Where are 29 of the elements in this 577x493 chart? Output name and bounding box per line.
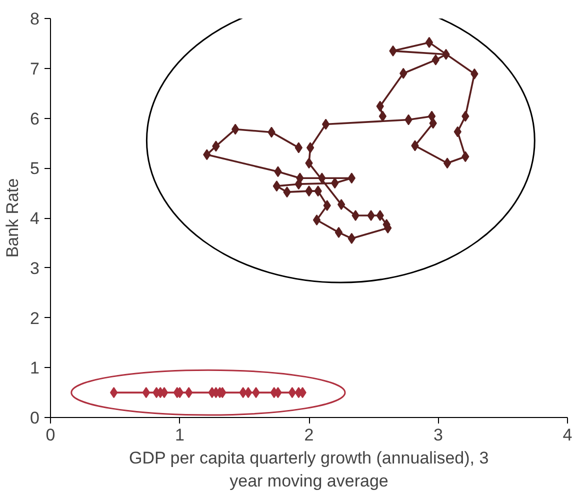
point	[425, 36, 434, 48]
x-tick-label: 2	[304, 426, 314, 444]
point	[184, 387, 193, 398]
y-tick-label: 2	[30, 308, 40, 328]
x-tick-label: 3	[434, 426, 443, 444]
point	[272, 180, 281, 192]
y-tick-label: 8	[30, 10, 40, 28]
y-tick-label: 3	[30, 258, 40, 278]
point	[244, 387, 252, 398]
y-tick-label: 6	[30, 109, 40, 128]
point	[231, 124, 240, 135]
point	[312, 214, 321, 226]
y-tick-label: 1	[30, 358, 40, 378]
x-axis-title: GDP per capita quarterly growth (annualised), 3 year moving average	[128, 448, 489, 490]
point	[322, 118, 330, 130]
x-tick-label: 1	[175, 426, 184, 444]
point	[337, 199, 346, 210]
x-tick-label: 4	[562, 426, 572, 444]
point	[334, 226, 343, 238]
point	[288, 387, 296, 398]
y-tick-label: 0	[30, 408, 40, 428]
x-tick-label: 0	[46, 426, 56, 444]
y-axis-title: Bank Rate	[3, 178, 22, 258]
point	[306, 142, 314, 154]
y-tick-label: 4	[30, 209, 40, 228]
y-tick-label: 5	[30, 159, 40, 178]
y-tick-label: 7	[30, 59, 40, 78]
point	[378, 110, 387, 122]
point	[443, 158, 452, 169]
